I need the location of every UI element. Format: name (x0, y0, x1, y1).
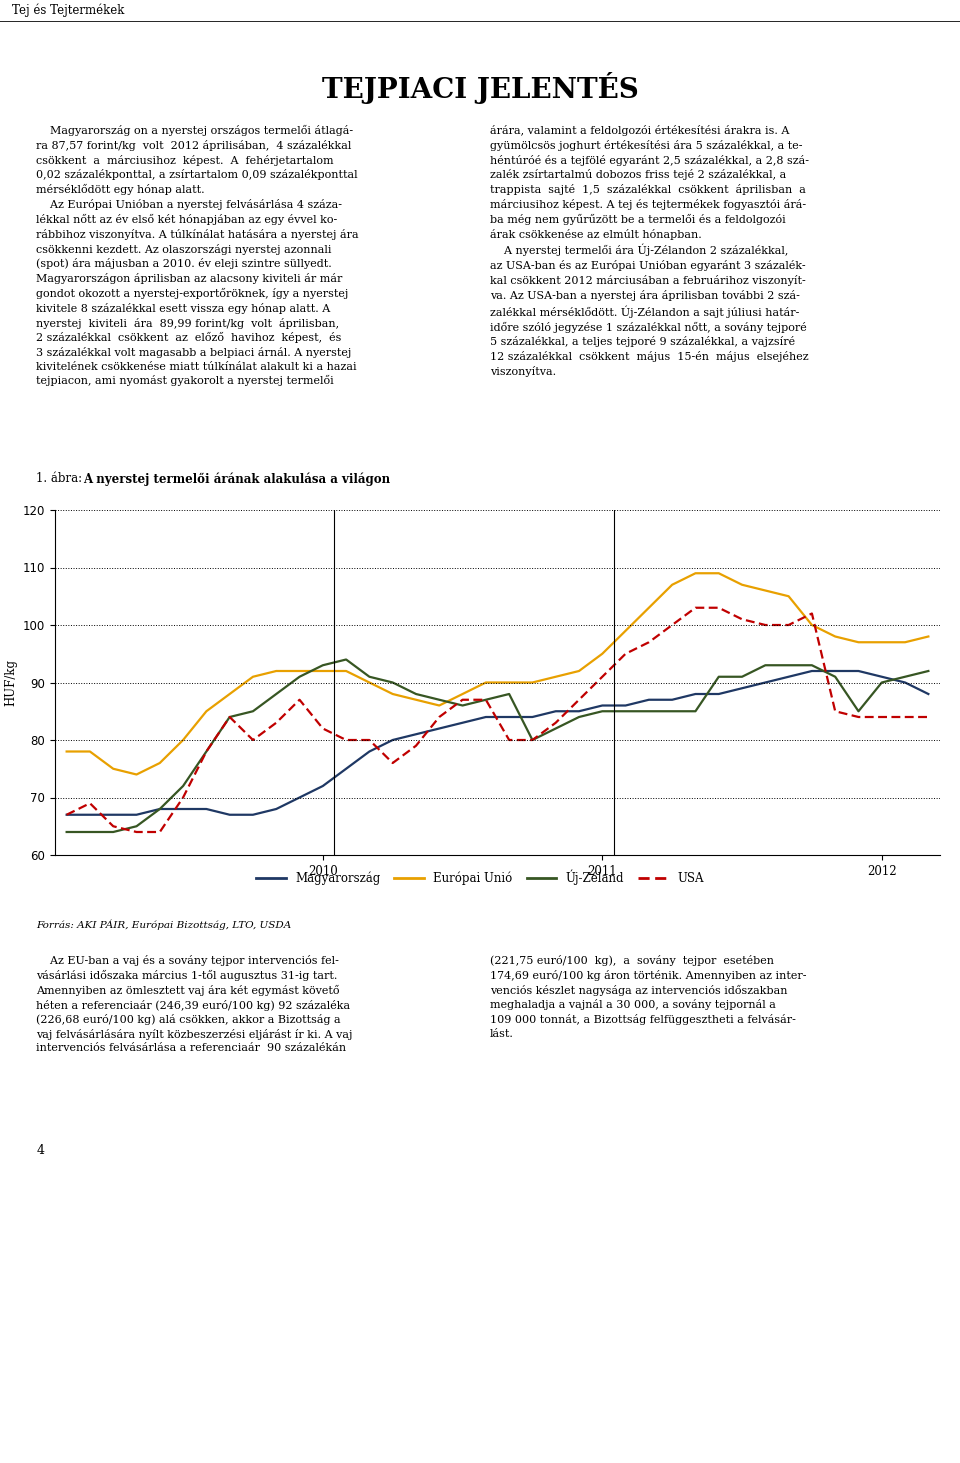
Text: TEJPIACI JELENTÉS: TEJPIACI JELENTÉS (322, 72, 638, 104)
Text: A nyerstej termelői árának alakulása a világon: A nyerstej termelői árának alakulása a v… (84, 473, 391, 486)
Legend: Magyarország, Európai Unió, Új-Zéland, USA: Magyarország, Európai Unió, Új-Zéland, U… (252, 865, 708, 890)
Text: (221,75 euró/100  kg),  a  sovány  tejpor  esetében
174,69 euró/100 kg áron tört: (221,75 euró/100 kg), a sovány tejpor es… (490, 955, 806, 1039)
Text: Magyarország on a nyerstej országos termelői átlagá-
ra 87,57 forint/kg  volt  2: Magyarország on a nyerstej országos term… (36, 124, 359, 386)
Y-axis label: HUF/kg: HUF/kg (5, 658, 17, 707)
Text: Az EU-ban a vaj és a sovány tejpor intervenciós fel-
vásárlási időszaka március : Az EU-ban a vaj és a sovány tejpor inter… (36, 955, 353, 1053)
Text: árára, valamint a feldolgozói értékesítési árakra is. A
gyümölcsös joghurt érték: árára, valamint a feldolgozói értékesíté… (490, 124, 808, 377)
Text: Forrás: AKI PÁIR, Európai Bizottság, LTO, USDA: Forrás: AKI PÁIR, Európai Bizottság, LTO… (36, 920, 292, 930)
Text: Tej és Tejtermékek: Tej és Tejtermékek (12, 3, 124, 16)
Text: 1. ábra:: 1. ábra: (36, 473, 86, 486)
Text: 4: 4 (36, 1144, 44, 1156)
